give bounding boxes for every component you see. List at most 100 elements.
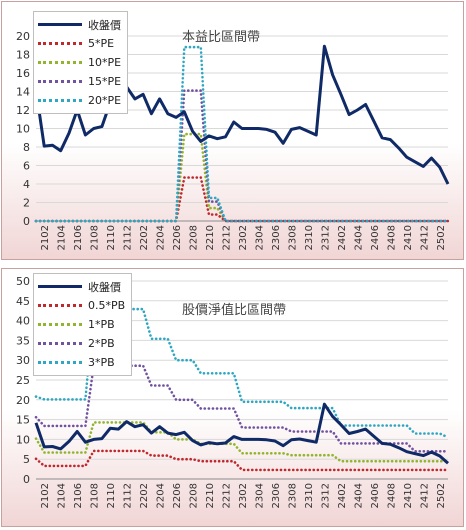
x-tick-label: 2302 [238,225,249,250]
legend-item: 0.5*PB [38,296,125,315]
x-tick-label: 2312 [320,225,331,250]
x-tick-label: 2402 [337,483,348,508]
x-tick-label: 2110 [106,225,117,250]
legend-swatch [38,304,82,307]
y-tick-label: 15 [16,414,30,427]
x-tick-label: 2308 [287,483,298,508]
legend-label: 15*PE [88,75,122,88]
x-tick-label: 2208 [189,483,200,508]
x-tick-label: 2502 [436,483,447,508]
y-tick-label: 12 [16,104,30,117]
legend-swatch [38,61,82,64]
x-tick-label: 2410 [403,483,414,508]
y-tick-label: 0 [23,473,30,486]
y-tick-label: 2 [23,197,30,210]
y-tick-label: 25 [16,374,30,387]
x-tick-label: 2108 [90,483,101,508]
legend-swatch [38,285,82,288]
x-tick-label: 2112 [123,483,134,508]
x-tick-label: 2302 [238,483,249,508]
y-tick-label: 20 [16,394,30,407]
x-tick-label: 2104 [57,483,68,508]
x-tick-label: 2212 [222,225,233,250]
legend-swatch [38,99,82,102]
x-tick-label: 2210 [205,483,216,508]
x-tick-label: 2404 [353,483,364,508]
x-tick-label: 2306 [271,225,282,250]
x-tick-label: 2204 [156,225,167,250]
series-line [34,402,449,465]
legend-swatch [38,342,82,345]
x-tick-label: 2310 [304,483,315,508]
y-tick-label: 8 [23,141,30,154]
x-tick-label: 2206 [172,483,183,508]
legend-label: 收盤價 [88,280,121,294]
series-line [34,421,450,463]
x-tick-label: 2108 [90,225,101,250]
chart-legend: 收盤價 5*PE 10*PE 15*PE 20*PE [33,11,129,114]
x-tick-label: 2112 [123,225,134,250]
legend-label: 2*PB [88,337,115,350]
legend-label: 20*PE [88,94,122,107]
legend-swatch [38,23,82,26]
legend-label: 10*PE [88,56,122,69]
x-tick-label: 2304 [254,225,265,250]
x-tick-label: 2308 [287,225,298,250]
legend-label: 1*PB [88,318,115,331]
y-tick-label: 45 [16,295,30,308]
y-tick-label: 18 [16,49,30,62]
x-tick-label: 2412 [419,483,430,508]
y-tick-label: 40 [16,315,30,328]
series-line [34,364,450,453]
chart-legend: 收盤價 0.5*PB 1*PB 2*PB 3*PB [33,273,133,376]
x-tick-label: 2408 [386,483,397,508]
pe-band-chart: 0 2 4 6 8 10 12 14 16 18 20 2102 2104 2106 2108 2110 211… [1,1,464,260]
legend-swatch [38,80,82,83]
x-tick-label: 2408 [386,225,397,250]
pb-band-chart: 0 5 10 15 20 25 30 35 40 45 50 2102 2104 2106 2108 2110… [1,268,464,527]
y-tick-label: 10 [16,433,30,446]
legend-label: 收盤價 [88,18,121,32]
y-tick-label: 30 [16,354,30,367]
y-tick-label: 0 [23,215,30,228]
legend-item: 15*PE [38,72,121,91]
legend-item: 2*PB [38,334,125,353]
legend-item: 5*PE [38,34,121,53]
x-tick-label: 2210 [205,225,216,250]
legend-swatch [38,42,82,45]
series-line [34,45,450,223]
x-tick-label: 2202 [139,225,150,250]
x-tick-label: 2212 [222,483,233,508]
y-tick-label: 5 [23,453,30,466]
y-tick-label: 10 [16,123,30,136]
x-tick-label: 2106 [73,225,84,250]
legend-item: 20*PE [38,91,121,110]
legend-item: 3*PB [38,353,125,372]
x-tick-label: 2102 [40,225,51,250]
series-line [34,44,450,185]
y-tick-label: 6 [23,160,30,173]
y-tick-label: 20 [16,30,30,43]
x-tick-label: 2110 [106,483,117,508]
series-line [34,449,450,472]
x-tick-label: 2312 [320,483,331,508]
x-tick-label: 2404 [353,225,364,250]
legend-swatch [38,361,82,364]
x-tick-label: 2502 [436,225,447,250]
x-tick-label: 2310 [304,225,315,250]
y-tick-label: 4 [23,178,30,191]
x-tick-label: 2204 [156,483,167,508]
legend-label: 3*PB [88,356,115,369]
x-tick-label: 2412 [419,225,430,250]
x-tick-label: 2406 [370,225,381,250]
chart-title: 股價淨值比區間帶 [182,303,287,318]
x-tick-label: 2208 [189,225,200,250]
legend-item: 1*PB [38,315,125,334]
y-tick-label: 35 [16,334,30,347]
x-tick-label: 2106 [73,483,84,508]
legend-swatch [38,323,82,326]
chart-title: 本益比區間帶 [182,30,261,45]
legend-item: 收盤價 [38,15,121,34]
y-tick-label: 14 [16,86,30,99]
x-tick-label: 2306 [271,483,282,508]
